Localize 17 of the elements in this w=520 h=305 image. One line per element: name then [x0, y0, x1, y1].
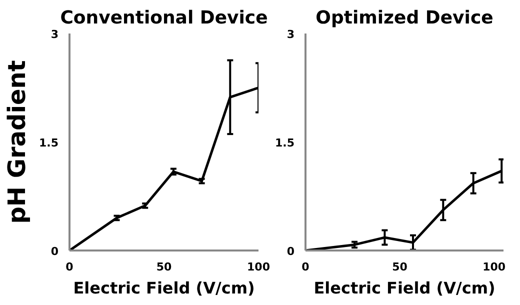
chart-title: Optimized Device — [316, 8, 494, 28]
x-axis-title: Electric Field (V/cm) — [73, 278, 255, 298]
x-axis-title: Electric Field (V/cm) — [314, 278, 496, 298]
y-tick-label: 0 — [286, 245, 295, 258]
x-tick-label: 50 — [156, 260, 172, 274]
y-tick-label: 3 — [286, 28, 294, 41]
y-tick-label: 1.5 — [275, 136, 295, 150]
y-axis-title: pH Gradient — [3, 60, 32, 224]
y-tick-label: 1.5 — [39, 136, 59, 150]
y-tick-label: 3 — [50, 28, 58, 41]
x-tick-label: 0 — [66, 260, 74, 274]
chart-title: Conventional Device — [60, 8, 268, 28]
x-tick-label: 100 — [247, 260, 270, 274]
x-tick-label: 100 — [482, 260, 506, 274]
x-tick-label: 0 — [302, 260, 310, 274]
y-tick-label: 0 — [50, 245, 59, 258]
x-tick-label: 50 — [392, 260, 408, 274]
